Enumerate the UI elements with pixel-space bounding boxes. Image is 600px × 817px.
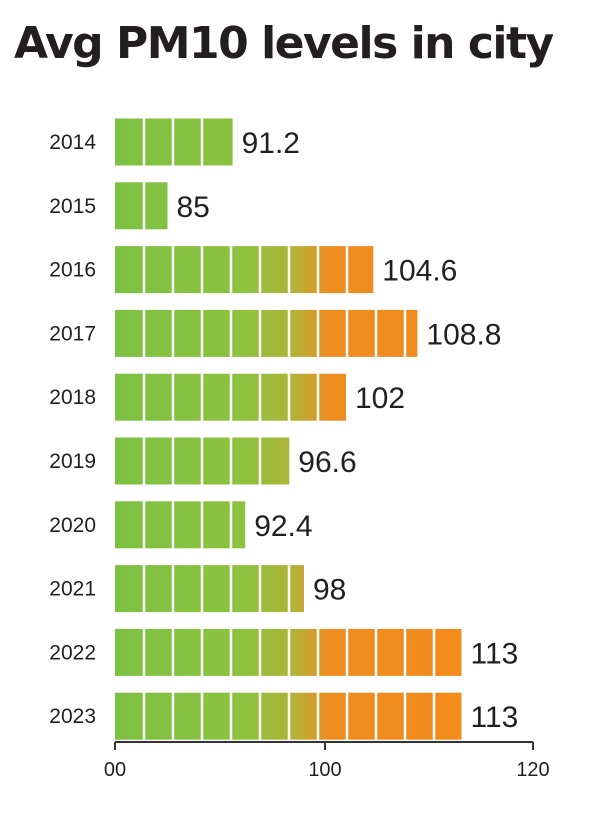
category-label: 2020 — [49, 514, 96, 537]
bars-group: 2014 91.2 2015 85 2016 104.6 2017 108.8 2018 102 2… — [49, 118, 519, 740]
value-label: 92.4 — [254, 510, 312, 543]
category-label: 2023 — [49, 705, 96, 728]
value-label: 96.6 — [298, 446, 356, 479]
category-label: 2019 — [49, 450, 96, 473]
bar — [115, 182, 168, 230]
x-tick-label: 100 — [308, 759, 341, 781]
x-tick-label: 00 — [104, 759, 126, 781]
value-label: 85 — [177, 191, 210, 224]
bar — [115, 309, 418, 357]
bar — [115, 246, 374, 294]
x-tick-label: 120 — [516, 759, 549, 781]
value-label: 98 — [313, 574, 346, 607]
category-label: 2022 — [49, 641, 96, 664]
value-label: 91.2 — [242, 127, 300, 160]
value-label: 104.6 — [382, 255, 457, 288]
value-label: 113 — [471, 637, 519, 670]
value-label: 108.8 — [426, 318, 501, 351]
category-label: 2016 — [49, 259, 96, 282]
value-label: 113 — [471, 701, 519, 734]
bar — [115, 501, 246, 549]
category-label: 2014 — [49, 131, 96, 154]
x-axis: 00 100 120 — [104, 741, 550, 781]
category-label: 2017 — [49, 322, 96, 345]
value-label: 102 — [355, 382, 405, 415]
chart-title: Avg PM10 levels in city — [14, 18, 554, 69]
category-label: 2021 — [49, 578, 96, 601]
category-label: 2015 — [49, 195, 96, 218]
bar — [115, 565, 304, 613]
category-label: 2018 — [49, 386, 96, 409]
